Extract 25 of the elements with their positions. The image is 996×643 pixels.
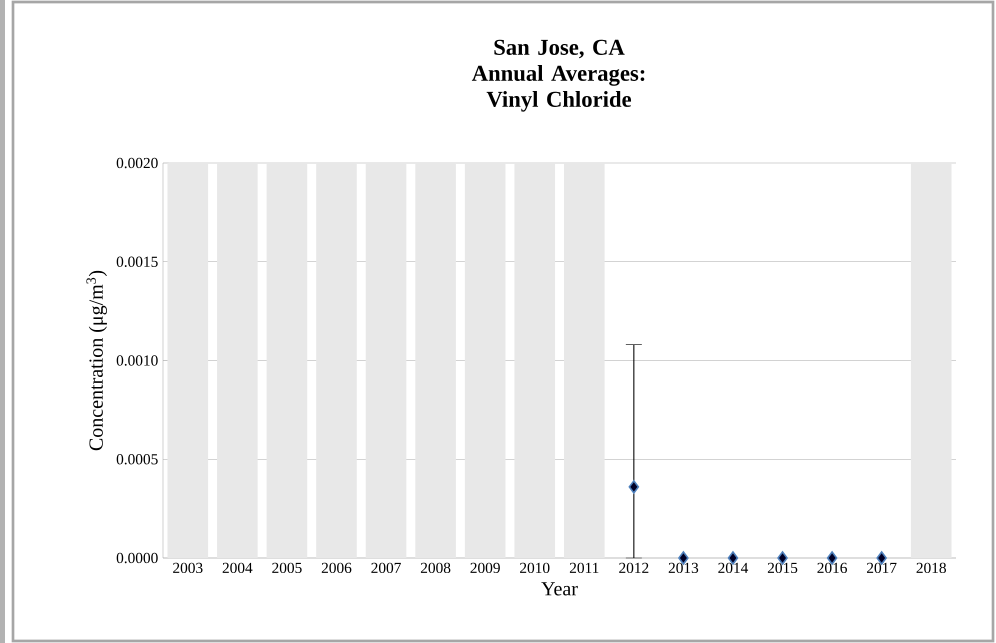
x-tick-label: 2006 (322, 562, 352, 574)
chart-title: San Jose, CA (494, 40, 625, 58)
chart-subtitle: Annual Averages: Vinyl Chloride (472, 64, 644, 112)
y-tick-label: 0.0000 (116, 552, 158, 564)
x-tick-label: 2015 (768, 562, 798, 574)
y-tick-label: 0.0020 (116, 158, 158, 168)
x-tick-label: 2011 (570, 562, 598, 574)
x-tick-label: 2014 (718, 562, 748, 574)
x-tick-label: 2003 (173, 562, 203, 574)
x-tick-label: 2004 (222, 562, 252, 574)
x-tick-label: 2009 (470, 562, 500, 574)
y-tick-label: 0.0005 (116, 454, 158, 464)
y-tick-label: 0.0010 (116, 355, 158, 366)
x-tick-label: 2007 (371, 562, 401, 574)
x-tick-label: 2005 (272, 562, 302, 574)
x-axis-title: Year (541, 582, 578, 596)
x-tick-label: 2010 (520, 562, 550, 574)
x-tick-label: 2016 (817, 562, 847, 574)
x-tick-label: 2008 (420, 562, 450, 574)
x-tick-label: 2017 (867, 562, 897, 574)
y-tick-label: 0.0015 (116, 256, 158, 267)
y-axis-title: Concentration (μg/m$^{3}$) (86, 270, 107, 450)
x-tick-label: 2018 (916, 562, 946, 574)
x-tick-label: 2013 (668, 562, 698, 574)
x-tick-label: 2012 (619, 562, 648, 574)
